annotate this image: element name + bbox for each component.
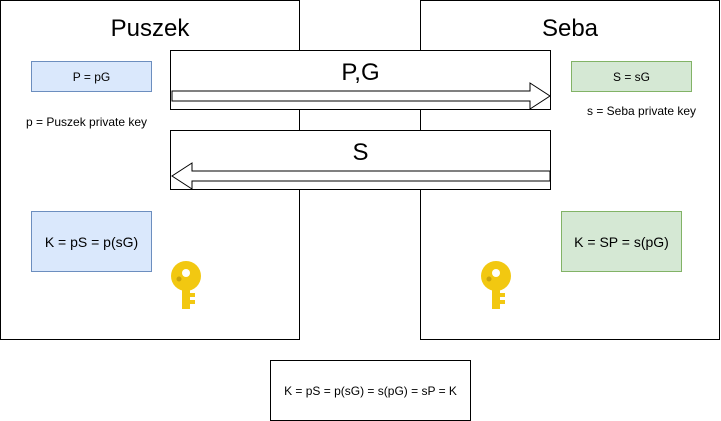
puszek-shared-key-box: K = pS = p(sG) [31, 211, 152, 272]
key-icon [171, 261, 201, 309]
summary-equation-box: K = pS = p(sG) = s(pG) = sP = K [270, 360, 471, 421]
seba-shared-key-box: K = SP = s(pG) [561, 211, 682, 272]
right-arrow-icon [171, 82, 551, 110]
key-icon [481, 261, 511, 309]
left-arrow-icon [171, 162, 551, 190]
seba-title: Seba [541, 15, 599, 42]
puszek-private-key-note: p = Puszek private key [26, 115, 148, 129]
message-to-seba: P,G [170, 50, 551, 110]
message-to-puszek-label: S [352, 139, 369, 166]
seba-private-key-note: s = Seba private key [587, 104, 697, 118]
puszek-title: Puszek [110, 15, 190, 42]
seba-public-key-box: S = sG [571, 61, 692, 92]
puszek-public-key-box: P = pG [31, 61, 152, 92]
message-to-puszek: S [170, 130, 551, 190]
message-to-seba-label: P,G [341, 59, 380, 86]
